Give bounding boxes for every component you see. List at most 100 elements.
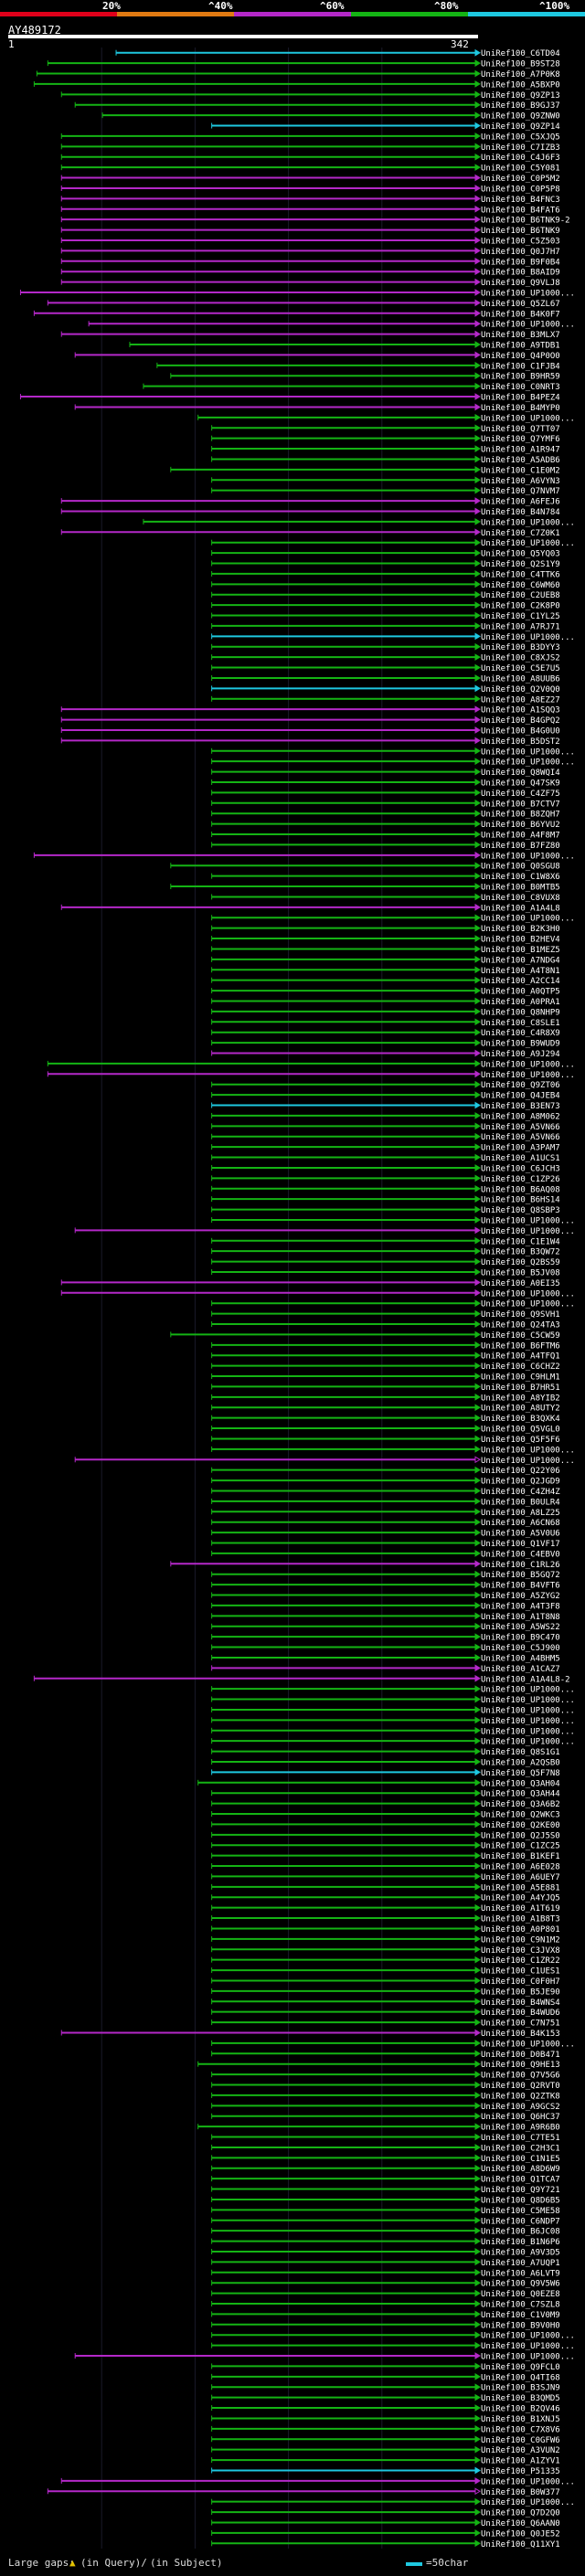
- hit-label[interactable]: UniRef100_A4T3F8: [481, 1602, 560, 1611]
- hit-label[interactable]: UniRef100_Q4P0O0: [481, 352, 560, 361]
- hit-label[interactable]: UniRef100_Q4JEB4: [481, 1092, 560, 1101]
- hit-label[interactable]: UniRef100_C0P5P8: [481, 185, 560, 194]
- hit-label[interactable]: UniRef100_C8XJS2: [481, 654, 560, 663]
- hit-label[interactable]: UniRef100_A1SQQ3: [481, 706, 560, 716]
- hit-label[interactable]: UniRef100_B9V0H0: [481, 2321, 560, 2330]
- hit-label[interactable]: UniRef100_C1N1E5: [481, 2155, 560, 2164]
- hit-label[interactable]: UniRef100_Q8WQI4: [481, 769, 560, 778]
- hit-label[interactable]: UniRef100_Q22Y06: [481, 1467, 560, 1476]
- hit-label[interactable]: UniRef100_B0W377: [481, 2488, 560, 2497]
- hit-label[interactable]: UniRef100_B4N784: [481, 508, 560, 517]
- hit-label[interactable]: UniRef100_UP1000...: [481, 2477, 575, 2486]
- hit-label[interactable]: UniRef100_A0PRA1: [481, 998, 560, 1007]
- hit-label[interactable]: UniRef100_B1XNJ5: [481, 2415, 560, 2424]
- hit-label[interactable]: UniRef100_UP1000...: [481, 1727, 575, 1736]
- hit-label[interactable]: UniRef100_Q6HC37: [481, 2113, 560, 2122]
- hit-label[interactable]: UniRef100_Q9HE13: [481, 2061, 560, 2070]
- hit-label[interactable]: UniRef100_C5Z503: [481, 237, 560, 246]
- hit-label[interactable]: UniRef100_Q2BS59: [481, 1258, 560, 1267]
- hit-label[interactable]: UniRef100_C4TTK6: [481, 570, 560, 579]
- hit-label[interactable]: UniRef100_Q2V0Q0: [481, 685, 560, 694]
- hit-label[interactable]: UniRef100_B2QV46: [481, 2405, 560, 2414]
- hit-label[interactable]: UniRef100_C5J900: [481, 1644, 560, 1653]
- hit-label[interactable]: UniRef100_UP1000...: [481, 2342, 575, 2351]
- hit-label[interactable]: UniRef100_B3DYY3: [481, 643, 560, 652]
- hit-label[interactable]: UniRef100_A0P801: [481, 1925, 560, 1935]
- hit-label[interactable]: UniRef100_A8UTY2: [481, 1405, 560, 1414]
- hit-label[interactable]: UniRef100_B6JC08: [481, 2228, 560, 2237]
- hit-label[interactable]: UniRef100_B5GQ72: [481, 1571, 560, 1580]
- hit-label[interactable]: UniRef100_C5XJQ5: [481, 133, 560, 142]
- hit-label[interactable]: UniRef100_B9C470: [481, 1634, 560, 1643]
- hit-label[interactable]: UniRef100_B1MEZ5: [481, 946, 560, 955]
- hit-label[interactable]: UniRef100_Q0JE52: [481, 2529, 560, 2539]
- hit-label[interactable]: UniRef100_Q0SGU8: [481, 863, 560, 872]
- hit-label[interactable]: UniRef100_A1UCS1: [481, 1154, 560, 1163]
- hit-label[interactable]: UniRef100_A5VN66: [481, 1133, 560, 1142]
- hit-label[interactable]: UniRef100_B9GJ37: [481, 101, 560, 111]
- hit-label[interactable]: UniRef100_D0B471: [481, 2051, 560, 2060]
- hit-label[interactable]: UniRef100_P51335: [481, 2467, 560, 2476]
- hit-label[interactable]: UniRef100_A3VUN2: [481, 2446, 560, 2455]
- hit-label[interactable]: UniRef100_UP1000...: [481, 915, 575, 924]
- hit-label[interactable]: UniRef100_A7RJ71: [481, 622, 560, 631]
- hit-label[interactable]: UniRef100_Q2KE00: [481, 1821, 560, 1830]
- hit-label[interactable]: UniRef100_Q7V5G6: [481, 2072, 560, 2081]
- hit-label[interactable]: UniRef100_B0MTB5: [481, 884, 560, 893]
- hit-label[interactable]: UniRef100_C2UEB8: [481, 591, 560, 600]
- hit-label[interactable]: UniRef100_Q24TA3: [481, 1321, 560, 1330]
- hit-label[interactable]: UniRef100_C4ZH4Z: [481, 1488, 560, 1497]
- hit-label[interactable]: UniRef100_Q3AH04: [481, 1779, 560, 1788]
- hit-label[interactable]: UniRef100_C3JVX8: [481, 1946, 560, 1956]
- hit-label[interactable]: UniRef100_Q9V5W6: [481, 2280, 560, 2289]
- hit-label[interactable]: UniRef100_B6AQ08: [481, 1185, 560, 1194]
- hit-label[interactable]: UniRef100_A7NDG4: [481, 956, 560, 965]
- hit-label[interactable]: UniRef100_Q2ZTK8: [481, 2092, 560, 2101]
- hit-label[interactable]: UniRef100_A9J294: [481, 1050, 560, 1059]
- hit-label[interactable]: UniRef100_UP1000...: [481, 758, 575, 768]
- hit-label[interactable]: UniRef100_B1N6P6: [481, 2238, 560, 2247]
- hit-label[interactable]: UniRef100_UP1000...: [481, 1060, 575, 1069]
- hit-label[interactable]: UniRef100_Q4TI68: [481, 2373, 560, 2382]
- hit-label[interactable]: UniRef100_A1A4L8: [481, 904, 560, 913]
- hit-label[interactable]: UniRef100_C1UES1: [481, 1967, 560, 1977]
- hit-label[interactable]: UniRef100_A7P0K8: [481, 70, 560, 80]
- hit-label[interactable]: UniRef100_C1RL26: [481, 1561, 560, 1570]
- hit-label[interactable]: UniRef100_C6TD04: [481, 49, 560, 58]
- hit-label[interactable]: UniRef100_Q7NVM7: [481, 487, 560, 496]
- hit-label[interactable]: UniRef100_A6CN68: [481, 1519, 560, 1528]
- hit-label[interactable]: UniRef100_A6UEY7: [481, 1873, 560, 1882]
- hit-label[interactable]: UniRef100_UP1000...: [481, 2353, 575, 2362]
- hit-label[interactable]: UniRef100_B4MYP0: [481, 404, 560, 413]
- hit-label[interactable]: UniRef100_B7FZ80: [481, 842, 560, 851]
- hit-label[interactable]: UniRef100_A4F8M7: [481, 832, 560, 841]
- hit-label[interactable]: UniRef100_Q9ZT06: [481, 1081, 560, 1090]
- hit-label[interactable]: UniRef100_B4K0F7: [481, 310, 560, 319]
- hit-label[interactable]: UniRef100_Q8SBP3: [481, 1206, 560, 1215]
- hit-label[interactable]: UniRef100_B0ULR4: [481, 1498, 560, 1507]
- hit-label[interactable]: UniRef100_Q7YMF6: [481, 435, 560, 444]
- hit-label[interactable]: UniRef100_B9ST28: [481, 60, 560, 69]
- hit-label[interactable]: UniRef100_A9V3D5: [481, 2248, 560, 2257]
- hit-label[interactable]: UniRef100_A5E881: [481, 1883, 560, 1892]
- hit-label[interactable]: UniRef100_C7TE51: [481, 2134, 560, 2143]
- hit-label[interactable]: UniRef100_B5JE90: [481, 1988, 560, 1997]
- hit-label[interactable]: UniRef100_C6NDP7: [481, 2217, 560, 2226]
- hit-label[interactable]: UniRef100_A3PAM7: [481, 1144, 560, 1153]
- hit-label[interactable]: UniRef100_B4VFT6: [481, 1582, 560, 1591]
- hit-label[interactable]: UniRef100_B3MLX7: [481, 331, 560, 340]
- hit-label[interactable]: UniRef100_UP1000...: [481, 2040, 575, 2049]
- hit-label[interactable]: UniRef100_A0QTP5: [481, 988, 560, 997]
- hit-label[interactable]: UniRef100_C0NRT3: [481, 383, 560, 392]
- hit-label[interactable]: UniRef100_A8M062: [481, 1112, 560, 1121]
- hit-label[interactable]: UniRef100_C4R8X9: [481, 1029, 560, 1038]
- hit-label[interactable]: UniRef100_C2K8P0: [481, 602, 560, 611]
- hit-label[interactable]: UniRef100_A9TDB1: [481, 342, 560, 351]
- hit-label[interactable]: UniRef100_UP1000...: [481, 1706, 575, 1715]
- hit-label[interactable]: UniRef100_Q5ZL67: [481, 300, 560, 309]
- hit-label[interactable]: UniRef100_C0F0H7: [481, 1977, 560, 1987]
- hit-label[interactable]: UniRef100_C0GFW6: [481, 2436, 560, 2445]
- hit-label[interactable]: UniRef100_B5JV08: [481, 1268, 560, 1277]
- hit-label[interactable]: UniRef100_Q2J5S0: [481, 1831, 560, 1840]
- hit-label[interactable]: UniRef100_A8LZ25: [481, 1509, 560, 1518]
